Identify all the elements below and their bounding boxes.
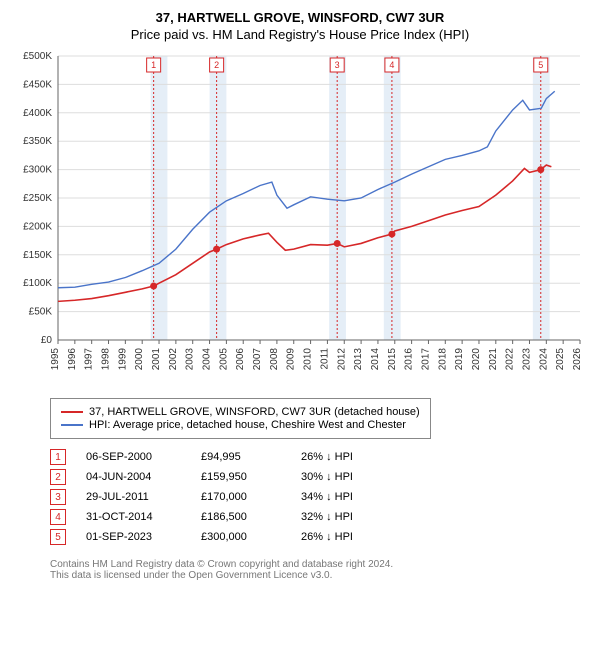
legend: 37, HARTWELL GROVE, WINSFORD, CW7 3UR (d… — [50, 398, 431, 439]
svg-text:£0: £0 — [41, 335, 53, 346]
svg-text:£250K: £250K — [23, 193, 52, 204]
svg-text:2002: 2002 — [168, 348, 179, 371]
transaction-pct: 32% ↓ HPI — [301, 511, 353, 523]
svg-text:2008: 2008 — [269, 348, 280, 371]
title-sub: Price paid vs. HM Land Registry's House … — [10, 27, 590, 42]
svg-text:£150K: £150K — [23, 250, 52, 261]
svg-text:2001: 2001 — [151, 348, 162, 371]
svg-text:£300K: £300K — [23, 165, 52, 176]
transaction-date: 29-JUL-2011 — [86, 491, 181, 503]
title-main: 37, HARTWELL GROVE, WINSFORD, CW7 3UR — [10, 10, 590, 25]
svg-text:2022: 2022 — [505, 348, 516, 371]
svg-text:2007: 2007 — [252, 348, 263, 371]
svg-text:2006: 2006 — [235, 348, 246, 371]
transaction-pct: 34% ↓ HPI — [301, 491, 353, 503]
transaction-pct: 30% ↓ HPI — [301, 471, 353, 483]
transaction-date: 01-SEP-2023 — [86, 531, 181, 543]
svg-text:£350K: £350K — [23, 136, 52, 147]
svg-text:1999: 1999 — [117, 348, 128, 371]
transaction-price: £159,950 — [201, 471, 281, 483]
transaction-marker: 4 — [50, 509, 66, 525]
transaction-row: 4 31-OCT-2014 £186,500 32% ↓ HPI — [50, 509, 590, 525]
svg-text:2004: 2004 — [202, 348, 213, 371]
svg-text:£100K: £100K — [23, 278, 52, 289]
transaction-date: 04-JUN-2004 — [86, 471, 181, 483]
transaction-pct: 26% ↓ HPI — [301, 531, 353, 543]
svg-text:2025: 2025 — [555, 348, 566, 371]
svg-text:2009: 2009 — [286, 348, 297, 371]
transactions-table: 1 06-SEP-2000 £94,995 26% ↓ HPI 2 04-JUN-2004… — [50, 449, 590, 545]
svg-text:2014: 2014 — [370, 348, 381, 371]
svg-text:5: 5 — [538, 60, 543, 70]
transaction-date: 31-OCT-2014 — [86, 511, 181, 523]
svg-text:1998: 1998 — [101, 348, 112, 371]
transaction-row: 5 01-SEP-2023 £300,000 26% ↓ HPI — [50, 529, 590, 545]
svg-text:2003: 2003 — [185, 348, 196, 371]
svg-text:1996: 1996 — [67, 348, 78, 371]
footer-line-1: Contains HM Land Registry data © Crown c… — [50, 559, 590, 570]
transaction-row: 2 04-JUN-2004 £159,950 30% ↓ HPI — [50, 469, 590, 485]
svg-text:2024: 2024 — [538, 348, 549, 371]
svg-text:1995: 1995 — [50, 348, 61, 371]
transaction-date: 06-SEP-2000 — [86, 451, 181, 463]
legend-item: HPI: Average price, detached house, Ches… — [61, 419, 420, 431]
svg-text:£50K: £50K — [29, 307, 53, 318]
svg-text:3: 3 — [335, 60, 340, 70]
legend-swatch — [61, 424, 83, 426]
svg-text:2017: 2017 — [420, 348, 431, 371]
svg-text:2020: 2020 — [471, 348, 482, 371]
footer: Contains HM Land Registry data © Crown c… — [50, 559, 590, 581]
price-chart: £0 £50K £100K £150K £200K £250K £300K £350K £400… — [10, 50, 590, 390]
transaction-marker: 2 — [50, 469, 66, 485]
svg-text:2010: 2010 — [303, 348, 314, 371]
svg-text:2018: 2018 — [437, 348, 448, 371]
svg-text:4: 4 — [389, 60, 394, 70]
transaction-row: 1 06-SEP-2000 £94,995 26% ↓ HPI — [50, 449, 590, 465]
svg-text:2: 2 — [214, 60, 219, 70]
svg-text:2012: 2012 — [336, 348, 347, 371]
transaction-row: 3 29-JUL-2011 £170,000 34% ↓ HPI — [50, 489, 590, 505]
transaction-pct: 26% ↓ HPI — [301, 451, 353, 463]
svg-text:£500K: £500K — [23, 51, 52, 62]
svg-text:2019: 2019 — [454, 348, 465, 371]
transaction-price: £186,500 — [201, 511, 281, 523]
transaction-marker: 3 — [50, 489, 66, 505]
svg-text:£400K: £400K — [23, 108, 52, 119]
svg-text:2015: 2015 — [387, 348, 398, 371]
svg-text:1: 1 — [151, 60, 156, 70]
footer-line-2: This data is licensed under the Open Gov… — [50, 570, 590, 581]
svg-text:2021: 2021 — [488, 348, 499, 371]
transaction-price: £94,995 — [201, 451, 281, 463]
svg-text:1997: 1997 — [84, 348, 95, 371]
svg-text:2011: 2011 — [319, 348, 330, 370]
svg-text:£200K: £200K — [23, 221, 52, 232]
svg-text:2005: 2005 — [218, 348, 229, 371]
transaction-marker: 5 — [50, 529, 66, 545]
legend-swatch — [61, 411, 83, 413]
legend-label: HPI: Average price, detached house, Ches… — [89, 419, 406, 431]
transaction-price: £170,000 — [201, 491, 281, 503]
transaction-price: £300,000 — [201, 531, 281, 543]
svg-text:2013: 2013 — [353, 348, 364, 371]
transaction-marker: 1 — [50, 449, 66, 465]
svg-text:£450K: £450K — [23, 79, 52, 90]
svg-text:2023: 2023 — [521, 348, 532, 371]
svg-text:2000: 2000 — [134, 348, 145, 371]
svg-text:2016: 2016 — [404, 348, 415, 371]
legend-item: 37, HARTWELL GROVE, WINSFORD, CW7 3UR (d… — [61, 406, 420, 418]
svg-text:2026: 2026 — [572, 348, 583, 371]
legend-label: 37, HARTWELL GROVE, WINSFORD, CW7 3UR (d… — [89, 406, 420, 418]
